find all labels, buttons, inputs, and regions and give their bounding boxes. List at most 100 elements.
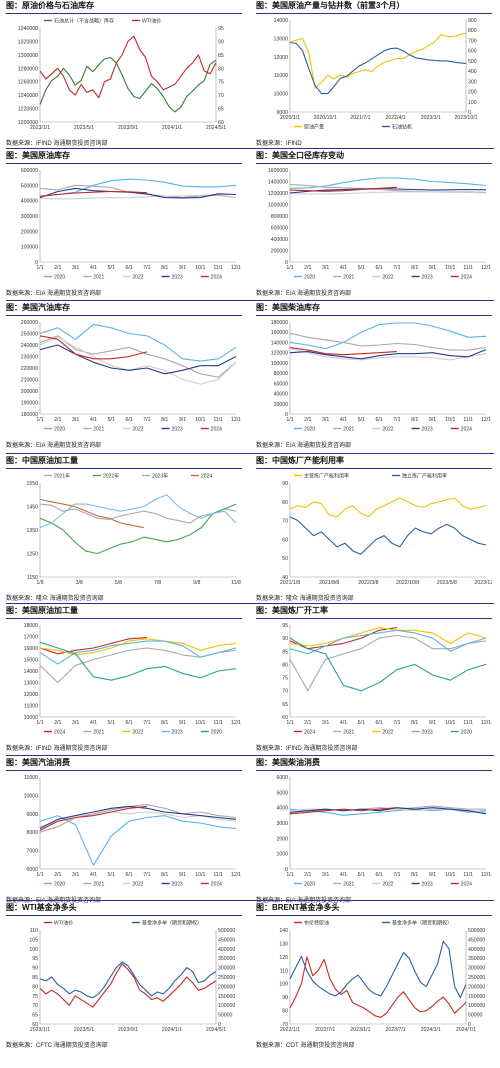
y-tick-label: 60	[282, 715, 288, 721]
y-tick-label: 6000	[276, 775, 288, 781]
x-tick-label: 8/1	[411, 872, 418, 878]
y-tick-label: 230000	[21, 355, 38, 361]
title-rule	[6, 13, 242, 14]
legend-label: 2020	[54, 427, 65, 433]
series-line	[39, 641, 237, 681]
series-line	[289, 634, 487, 692]
y-tick-label: 70	[282, 1022, 288, 1028]
x-tick-label: 7/1	[143, 417, 150, 423]
x-tick-label: 3/1	[72, 265, 79, 271]
x-tick-label: 2023/9/1	[118, 1027, 138, 1033]
x-tick-label: 2/1	[304, 417, 311, 423]
source-note: 数据来源：隆众 海通期货投资咨询部	[256, 596, 354, 602]
x-tick-label: 9/1	[429, 417, 436, 423]
x-tick-label: 12/1	[481, 720, 491, 726]
chart-svg: 9000 10000 11000 12000 13000 14000 0 100 200 300 4…	[274, 18, 478, 131]
chart-panel: 图：美国原油产量与钻井数（前置3个月） 数据来源：IFIND 9000 10000 11…	[256, 0, 492, 150]
y-tick-label: 95	[282, 623, 288, 629]
y2-tick-label: 600	[468, 49, 477, 55]
chart-title: 图：原油价格与石油库存	[6, 1, 94, 10]
y-tick-label: 13000	[24, 681, 39, 687]
series-line	[39, 815, 237, 866]
series-line	[289, 348, 487, 361]
series-line	[39, 494, 237, 529]
y2-tick-label: 350000	[218, 956, 235, 962]
series-line	[289, 177, 487, 189]
legend-label: 2022	[132, 882, 143, 888]
row-divider	[6, 900, 494, 901]
y-tick-label: 50	[282, 556, 288, 562]
x-tick-label: 2023/7/1	[385, 1027, 405, 1033]
y-tick-label: 120000	[271, 351, 288, 357]
legend-label: 2023	[422, 882, 433, 888]
chart-panel: 图：中国原油加工量 数据来源：隆众 海通期货投资咨询部 1150 1250 1350 14…	[6, 455, 242, 605]
y-tick-label: 120	[279, 955, 288, 961]
y-tick-label: 60000	[274, 381, 289, 387]
y-tick-label: 11000	[274, 73, 288, 79]
y-tick-label: 7000	[26, 849, 38, 855]
x-tick-label: 10/1	[195, 720, 205, 726]
legend-label: 2020	[304, 427, 315, 433]
series-line	[289, 940, 467, 999]
legend-label: 2023	[422, 427, 433, 433]
series-line	[39, 640, 237, 665]
x-tick-label: 2/1	[304, 872, 311, 878]
y-tick-label: 10000	[24, 715, 39, 721]
series-line	[39, 323, 237, 362]
legend-label: 原油产量	[304, 124, 324, 131]
source-note: 数据来源：EIA 海通期货投资咨询部	[6, 443, 102, 449]
legend-label: 主营炼厂产能利用率	[304, 473, 349, 480]
legend-label: WTI油价	[54, 920, 73, 927]
y-tick-label: 600000	[21, 168, 38, 174]
y2-tick-label: 450000	[468, 937, 485, 943]
y-tick-label: 15000	[24, 658, 39, 664]
chart-panel: 图：原油价格与石油库存 数据来源：IFIND 海通期货投资咨询部 1200000 12…	[6, 0, 242, 150]
x-tick-label: 10/1	[195, 872, 205, 878]
legend-label: 2023	[172, 882, 183, 888]
legend-label: 2024	[201, 474, 212, 480]
x-tick-label: 8/1	[411, 417, 418, 423]
series-line	[289, 186, 397, 192]
y-tick-label: 1300000	[18, 53, 38, 59]
y2-tick-label: 60	[218, 120, 224, 126]
y-tick-label: 200000	[21, 229, 38, 235]
title-rule	[256, 315, 492, 316]
x-tick-label: 6/1	[125, 872, 132, 878]
y-tick-label: 13000	[274, 36, 289, 42]
x-tick-label: 7/1	[393, 265, 400, 271]
series-line	[289, 187, 487, 194]
series-line	[39, 193, 237, 200]
y-tick-label: 200000	[271, 249, 288, 255]
series-line	[39, 190, 147, 197]
y2-tick-label: 70	[218, 93, 224, 99]
y-tick-label: 40	[282, 575, 288, 581]
y-tick-label: 16000	[24, 646, 39, 652]
y2-tick-label: 500	[468, 59, 477, 65]
series-line	[39, 805, 147, 831]
x-tick-label: 2023/5/8	[437, 580, 457, 586]
y-tick-label: 80	[282, 1009, 288, 1015]
x-tick-label: 2022/1/1	[280, 1027, 300, 1033]
x-tick-label: 1/1	[286, 720, 293, 726]
x-tick-label: 12/1	[481, 265, 491, 271]
x-tick-label: 8/1	[161, 417, 168, 423]
legend-label: 2021	[93, 882, 104, 888]
legend-label: 2020	[54, 275, 65, 281]
y-tick-label: 1200000	[18, 120, 38, 126]
legend-label: 2024	[461, 275, 472, 281]
y-tick-label: 400000	[21, 199, 38, 205]
y-tick-label: 100	[279, 982, 288, 988]
x-tick-label: 10/1	[195, 417, 205, 423]
x-tick-label: 2024/1/1	[421, 1027, 441, 1033]
y-tick-label: 10000	[274, 92, 289, 98]
x-tick-label: 6/1	[375, 872, 382, 878]
series-line	[39, 503, 237, 524]
chart-svg: 10000 11000 12000 13000 14000 15000 16000 17000…	[24, 623, 242, 736]
x-tick-label: 9/1	[179, 265, 186, 271]
y-tick-label: 110	[280, 968, 288, 974]
legend-label: 2024	[304, 730, 315, 736]
chart-panel: 图：美国柴油消费 数据来源：EIA 海通期货投资咨询部 0 1000 2000 3000 4…	[256, 757, 492, 907]
y-tick-label: 90	[282, 995, 288, 1001]
y-tick-label: 1250	[26, 552, 38, 558]
x-tick-label: 2/1	[54, 720, 61, 726]
